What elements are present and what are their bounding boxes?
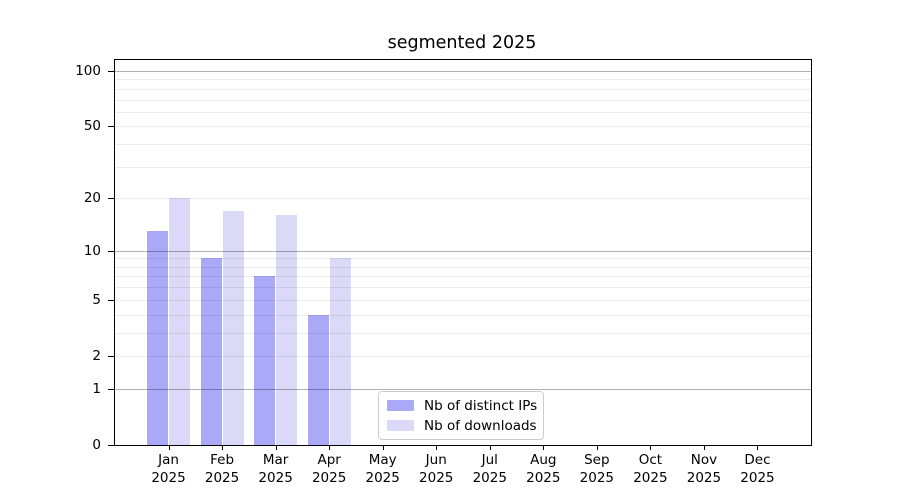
bar-nb-of-downloads-jan [169,198,191,445]
legend-swatch-downloads [387,420,414,431]
y-tick-mark [108,355,114,357]
x-axis-tick-label: Jan 2025 [151,452,186,486]
y-axis-tick-label: 2 [92,347,101,364]
bar-nb-of-downloads-feb [222,210,244,445]
x-axis-tick-label: Jul 2025 [472,452,507,486]
y-axis-tick-label: 20 [83,190,101,207]
x-tick-mark [382,445,384,450]
chart-title: segmented 2025 [387,33,537,53]
x-tick-mark [543,445,545,450]
y-tick-mark [108,299,114,301]
minor-gridline [115,144,811,146]
y-tick-mark [108,250,114,252]
minor-gridline [115,79,811,81]
minor-gridline [115,126,811,128]
x-tick-mark [703,445,705,450]
x-axis-tick-label: Sep 2025 [579,452,615,486]
plot-area: 0 1 2 5 10 20 50 100 Jan 2025 Feb 2025 Mar 2025 Apr 202… [75,59,812,486]
y-axis-tick-label: 100 [75,63,101,79]
x-axis-tick-label: Feb 2025 [204,452,240,486]
y-axis-tick-label: 50 [83,118,101,135]
x-axis-tick-label: May 2025 [365,452,400,486]
legend: Nb of distinct IPs Nb of downloads [378,391,544,440]
y-axis-tick-label: 1 [92,380,101,397]
x-axis-tick-label: Dec 2025 [740,452,775,486]
bar-nb-of-downloads-apr [329,258,351,445]
major-gridline [115,250,811,252]
y-axis-tick-label: 10 [83,242,101,259]
minor-gridline [115,287,811,289]
minor-gridline [115,258,811,260]
y-tick-mark [108,445,114,446]
x-tick-mark [275,445,277,450]
minor-gridline [115,314,811,316]
major-gridline [115,71,811,72]
x-tick-mark [489,445,491,450]
minor-gridline [115,99,811,101]
legend-swatch-distinct-ips [387,400,414,411]
y-axis-tick-label: 0 [92,437,101,453]
x-axis-tick-label: Oct 2025 [633,452,668,486]
legend-label-distinct-ips: Nb of distinct IPs [424,397,538,414]
minor-gridline [115,299,811,301]
x-axis-tick-label: Nov 2025 [686,452,722,486]
minor-gridline [115,266,811,268]
bar-nb-of-distinct-ips-feb [200,258,222,445]
minor-gridline [115,276,811,278]
x-tick-mark [222,445,224,450]
y-tick-mark [108,198,114,200]
y-tick-mark [108,71,114,72]
bar-nb-of-distinct-ips-mar [254,276,276,445]
x-tick-mark [757,445,759,450]
x-axis-tick-label: Aug 2025 [526,452,561,486]
y-axis-tick-label: 5 [92,291,101,308]
x-tick-mark [329,445,331,450]
bar-nb-of-distinct-ips-jan [147,231,169,445]
x-tick-mark [650,445,652,450]
x-tick-mark [596,445,598,450]
x-axis-tick-label: Apr 2025 [311,452,347,486]
bar-nb-of-downloads-mar [276,215,298,445]
x-axis-tick-label: Mar 2025 [258,452,293,486]
minor-gridline [115,198,811,200]
y-tick-mark [108,126,114,128]
legend-item-downloads: Nb of downloads [387,417,537,434]
major-gridline [115,388,811,390]
x-tick-mark [168,445,170,450]
minor-gridline [115,88,811,90]
legend-item-distinct-ips: Nb of distinct IPs [387,397,538,414]
minor-gridline [115,332,811,334]
x-tick-mark [436,445,438,450]
legend-label-downloads: Nb of downloads [424,417,537,434]
minor-gridline [115,355,811,357]
minor-gridline [115,166,811,168]
y-tick-mark [108,388,114,390]
bar-nb-of-distinct-ips-apr [307,314,329,445]
x-axis-tick-label: Jun 2025 [419,452,454,486]
minor-gridline [115,111,811,113]
